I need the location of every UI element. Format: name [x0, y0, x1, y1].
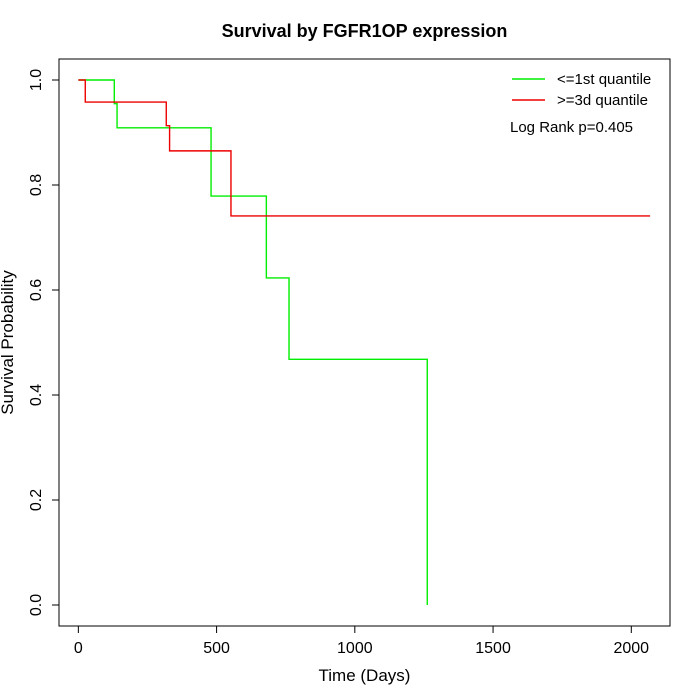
x-axis: 0 500 1000 1500 2000 [74, 625, 649, 657]
log-rank-annotation: Log Rank p=0.405 [510, 119, 633, 136]
plot-frame [58, 58, 671, 627]
chart-title: Survival by FGFR1OP expression [222, 21, 508, 41]
survival-curve-series-2 [78, 79, 651, 217]
x-axis-label: Time (Days) [319, 666, 411, 685]
y-tick-label: 0.8 [28, 174, 45, 196]
legend: <=1st quantile >=3d quantile [512, 71, 651, 109]
x-tick-label: 500 [203, 640, 230, 657]
y-tick-label: 0.2 [28, 489, 45, 511]
x-tick-label: 0 [74, 640, 83, 657]
legend-label: >=3d quantile [557, 92, 648, 109]
y-tick-label: 0.0 [28, 594, 45, 616]
y-tick-label: 1.0 [28, 69, 45, 91]
x-tick-label: 1500 [475, 640, 511, 657]
y-tick-label: 0.6 [28, 279, 45, 301]
x-tick-label: 1000 [337, 640, 373, 657]
x-tick-label: 2000 [613, 640, 649, 657]
survival-curve-series-1 [78, 79, 428, 605]
y-tick-label: 0.4 [28, 384, 45, 406]
survival-curves [78, 79, 651, 605]
legend-label: <=1st quantile [557, 71, 651, 88]
y-axis-label: Survival Probability [0, 270, 17, 415]
y-axis: 0.0 0.2 0.4 0.6 0.8 1.0 [28, 69, 60, 616]
